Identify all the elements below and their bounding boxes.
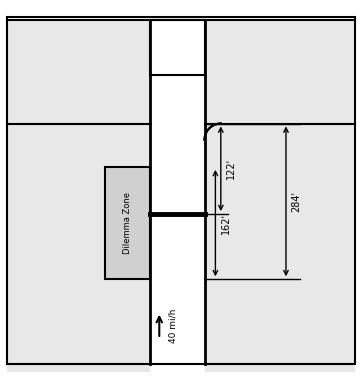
- Bar: [205, 123, 355, 371]
- Bar: [205, 20, 355, 123]
- Bar: [150, 20, 205, 75]
- Bar: [7, 20, 150, 123]
- Text: 40 mi/h: 40 mi/h: [168, 308, 177, 343]
- Text: 162': 162': [221, 213, 231, 234]
- Text: Dilemma Zone: Dilemma Zone: [123, 192, 132, 254]
- Bar: [7, 123, 150, 371]
- Text: 284': 284': [291, 191, 302, 212]
- Bar: [105, 167, 150, 279]
- Text: 122': 122': [226, 158, 236, 179]
